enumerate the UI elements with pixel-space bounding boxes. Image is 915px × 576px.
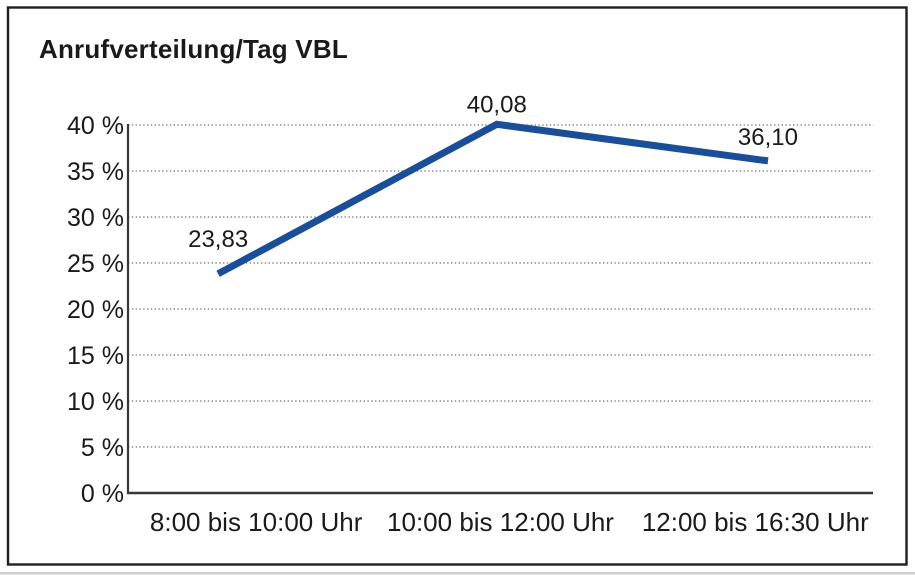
- xtick-label-0: 8:00 bis 10:00 Uhr: [150, 507, 363, 537]
- chart-title: Anrufverteilung/Tag VBL: [39, 34, 348, 64]
- ytick-label-25: 25 %: [67, 250, 124, 278]
- ytick-label-0: 0 %: [81, 480, 124, 508]
- data-series-line: [216, 120, 769, 277]
- ytick-label-35: 35 %: [67, 158, 124, 186]
- gridlines: [128, 124, 873, 448]
- ytick-label-20: 20 %: [67, 296, 124, 324]
- ytick-label-10: 10 %: [67, 388, 124, 416]
- figure-border: [6, 6, 908, 566]
- ytick-label-5: 5 %: [81, 434, 124, 462]
- bottom-edge-strip: [0, 572, 915, 575]
- data-point-labels: 23,83 40,08 36,10: [188, 91, 798, 253]
- ytick-label-30: 30 %: [67, 204, 124, 232]
- xtick-label-1: 10:00 bis 12:00 Uhr: [387, 507, 614, 537]
- xtick-label-2: 12:00 bis 16:30 Uhr: [642, 507, 869, 537]
- y-axis-tick-labels: 0 % 5 % 10 % 15 % 20 % 25 % 30 % 35 % 40 %: [67, 112, 124, 508]
- x-axis-category-labels: 8:00 bis 10:00 Uhr 10:00 bis 12:00 Uhr 12:…: [150, 507, 869, 537]
- data-label-0: 23,83: [188, 226, 248, 253]
- data-label-1: 40,08: [467, 91, 527, 118]
- ytick-label-15: 15 %: [67, 342, 124, 370]
- data-label-2: 36,10: [738, 124, 798, 151]
- ytick-label-40: 40 %: [67, 112, 124, 140]
